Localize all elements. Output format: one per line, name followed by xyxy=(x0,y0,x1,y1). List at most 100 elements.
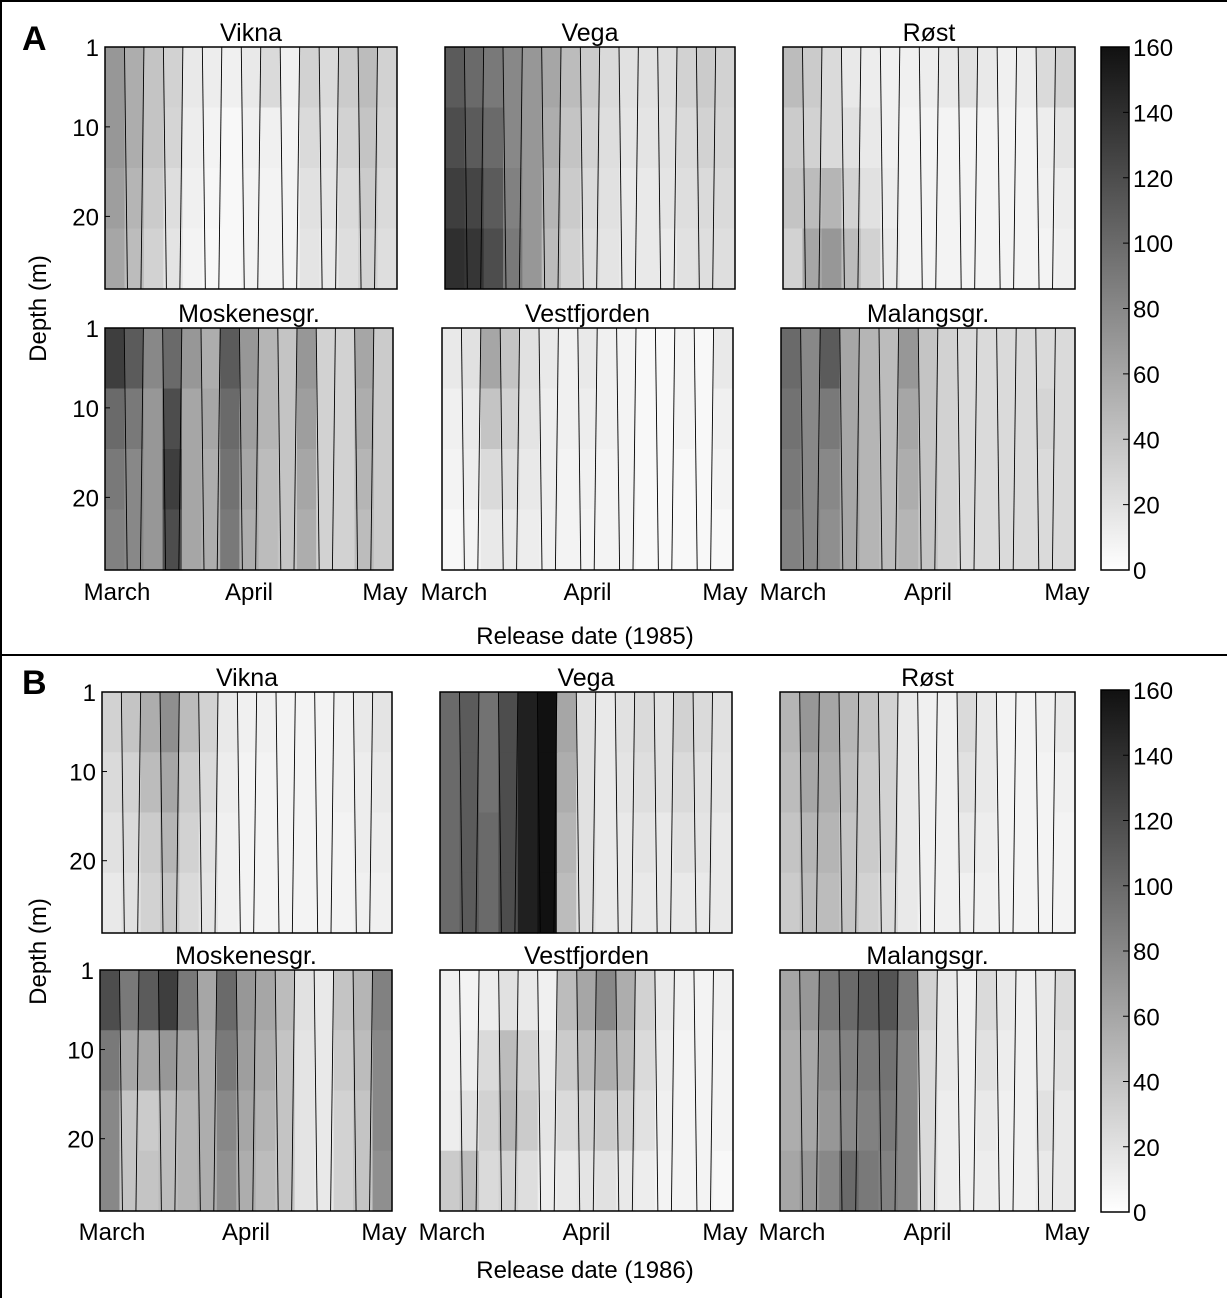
heat-cell xyxy=(577,328,598,390)
heat-cell xyxy=(181,509,202,571)
heat-cell xyxy=(616,509,637,571)
subplot-frame xyxy=(779,969,1076,1212)
heat-cell xyxy=(518,1030,539,1092)
heat-cell xyxy=(937,1030,958,1092)
heat-cell xyxy=(522,228,543,290)
heat-cell xyxy=(177,1090,198,1152)
contour-line xyxy=(815,969,820,1212)
contour-line xyxy=(653,691,658,934)
contour-line xyxy=(135,969,140,1212)
heat-cell xyxy=(976,1030,997,1092)
contour-line xyxy=(855,327,860,571)
contour-line xyxy=(216,327,221,571)
heat-cell xyxy=(996,328,1017,390)
heat-cell xyxy=(712,812,733,874)
heat-cell xyxy=(519,509,540,571)
heat-cell xyxy=(556,752,577,814)
contour-line xyxy=(917,969,922,1212)
contour-line xyxy=(296,46,301,290)
colorbar-tick-label: 120 xyxy=(1133,809,1173,836)
heat-cell xyxy=(976,970,997,1031)
heat-cell xyxy=(177,970,198,1031)
contour-line xyxy=(710,969,714,1212)
heat-cell xyxy=(239,509,260,571)
heat-cell xyxy=(237,752,258,814)
y-tick-label: 20 xyxy=(69,849,96,876)
contour-line xyxy=(973,969,978,1212)
heat-cell xyxy=(996,1090,1017,1152)
heat-cell xyxy=(839,812,860,874)
x-axis-label: Release date (1985) xyxy=(476,623,693,650)
heat-cell xyxy=(277,509,298,571)
heat-cell xyxy=(1016,328,1037,390)
contour-line xyxy=(654,969,659,1212)
heat-cell xyxy=(338,107,359,169)
heat-cell xyxy=(522,168,543,230)
heat-cell xyxy=(1016,168,1037,230)
heat-cell xyxy=(442,509,462,571)
y-tick-label: 1 xyxy=(86,35,99,62)
heat-cell xyxy=(478,872,499,934)
heat-cell xyxy=(636,509,656,571)
heat-cell xyxy=(712,752,733,814)
heat-cell xyxy=(576,1150,597,1212)
heat-cell xyxy=(1035,872,1056,934)
heat-cell xyxy=(819,872,840,934)
heat-cell xyxy=(957,328,978,390)
heat-cell xyxy=(674,1090,695,1152)
heat-cell xyxy=(638,228,659,290)
heat-cell xyxy=(595,752,616,814)
heat-cell xyxy=(635,1150,656,1212)
heat-cell xyxy=(539,388,559,450)
contour-line xyxy=(855,969,860,1212)
heat-cell xyxy=(635,970,656,1031)
heat-cell xyxy=(657,107,678,169)
heat-cell xyxy=(693,1090,715,1152)
heat-cell xyxy=(615,1090,636,1152)
heat-cell xyxy=(580,228,601,290)
contour-line xyxy=(575,691,580,934)
contour-line xyxy=(996,46,1001,290)
contour-line xyxy=(157,969,162,1212)
heat-cell xyxy=(276,692,296,753)
heat-cell xyxy=(1035,970,1056,1031)
contour-line xyxy=(475,969,480,1212)
heat-cell xyxy=(275,1150,296,1212)
heat-cell xyxy=(182,47,203,109)
subplot-title: Røst xyxy=(901,664,954,692)
contour-line xyxy=(838,691,843,934)
heat-cell xyxy=(519,328,540,390)
contour-line xyxy=(196,969,201,1212)
contour-line xyxy=(670,969,675,1212)
heat-cell xyxy=(619,228,639,290)
heat-cell xyxy=(1036,47,1057,109)
heat-cell xyxy=(938,228,959,290)
heat-cell xyxy=(138,1030,159,1092)
heat-cell xyxy=(713,509,734,571)
heat-cell xyxy=(260,107,281,169)
heat-cell xyxy=(237,812,258,874)
heat-cell xyxy=(100,1150,121,1212)
heat-cell xyxy=(162,328,183,390)
heat-cell xyxy=(898,1090,919,1152)
heat-cell xyxy=(522,107,543,169)
heat-cell xyxy=(799,692,820,753)
heat-cell xyxy=(440,970,461,1031)
contour-line xyxy=(894,969,899,1212)
heat-cell xyxy=(595,812,616,874)
heat-cell xyxy=(802,228,823,290)
heat-cell xyxy=(937,692,958,753)
subplot-title: Vikna xyxy=(220,19,282,47)
contour-line xyxy=(577,327,582,571)
contour-line xyxy=(252,969,257,1212)
heat-cell xyxy=(295,752,316,814)
x-tick-label: April xyxy=(904,579,952,606)
heat-cell xyxy=(440,872,461,934)
heat-cell xyxy=(316,449,336,511)
colorbar-tick-label: 100 xyxy=(1133,874,1173,901)
heat-cell xyxy=(576,812,597,874)
heat-cell xyxy=(100,970,121,1031)
contour-line xyxy=(330,691,335,934)
x-tick-label: May xyxy=(362,579,407,606)
heat-cell xyxy=(918,449,939,511)
